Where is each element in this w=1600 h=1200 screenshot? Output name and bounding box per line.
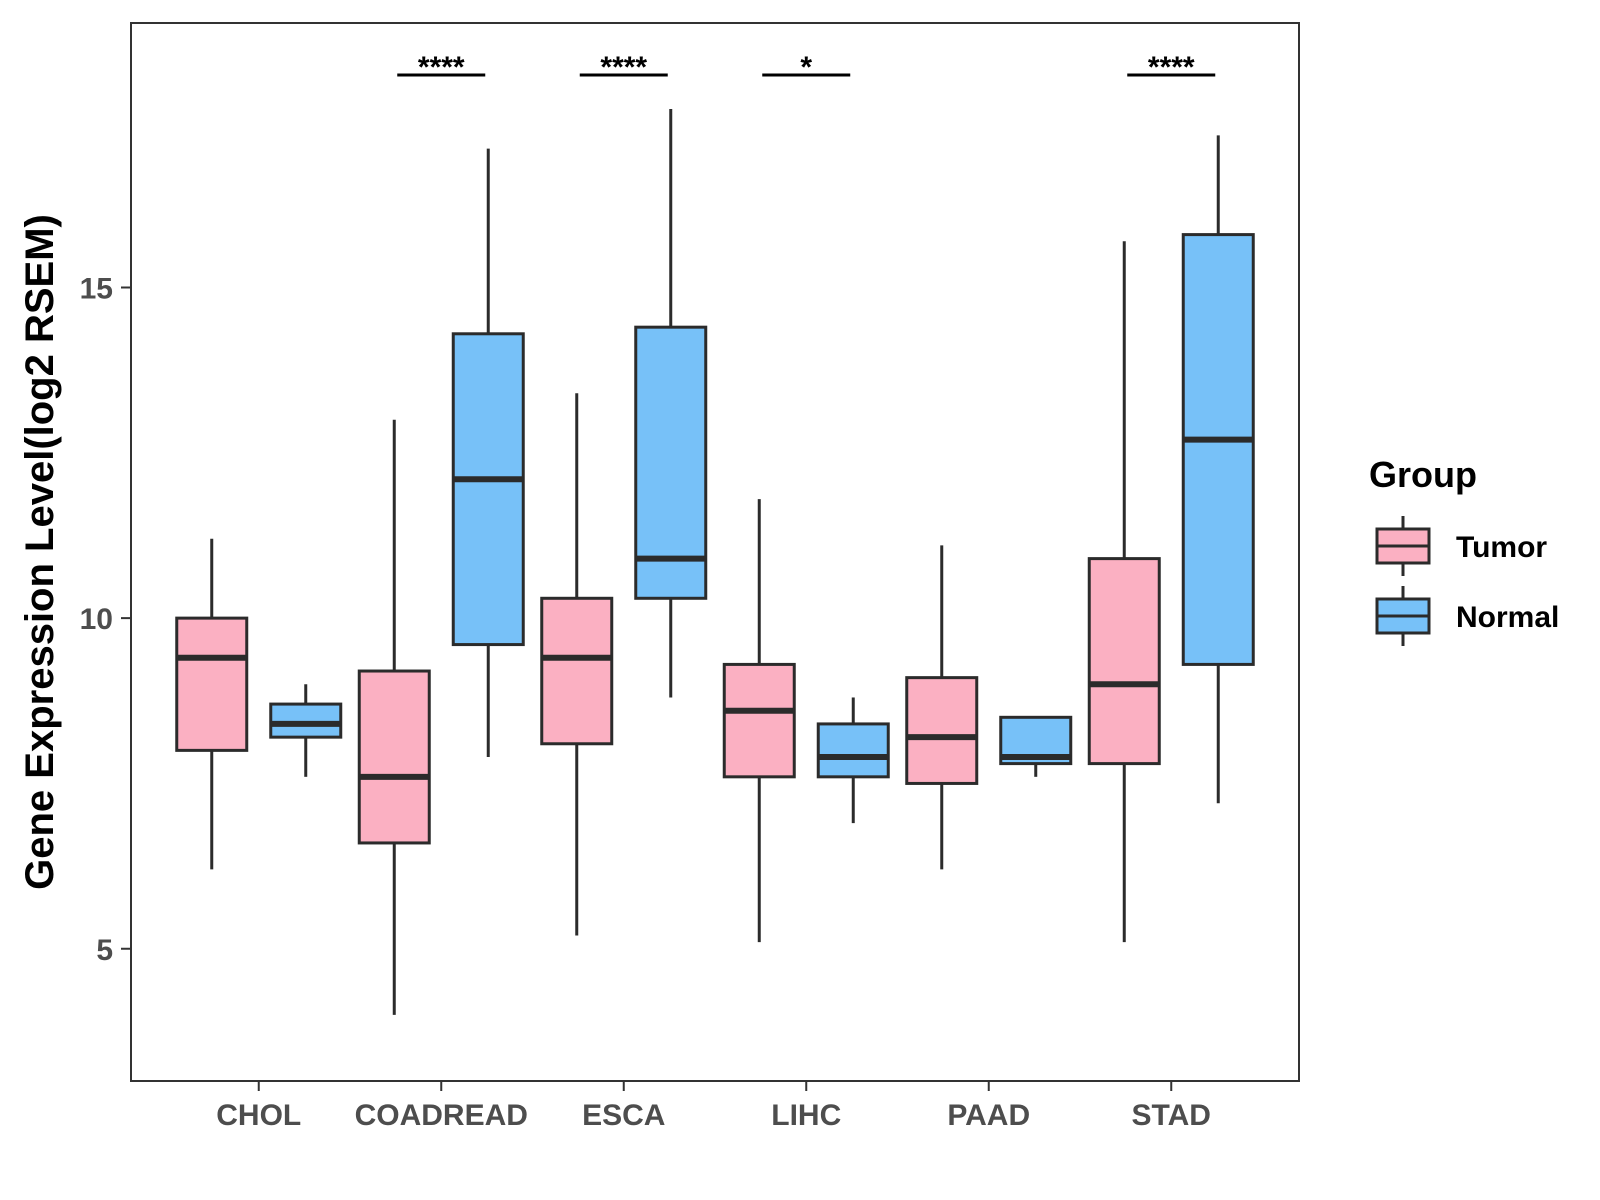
legend-label: Normal xyxy=(1456,601,1559,634)
significance-lihc: * xyxy=(762,51,851,84)
box-tumor-paad xyxy=(905,545,979,870)
x-tick-label: ESCA xyxy=(582,1099,665,1132)
box-normal-paad xyxy=(999,715,1073,777)
significance-label: * xyxy=(800,51,812,84)
box-normal-chol xyxy=(269,684,343,777)
y-axis: 5 10 15 xyxy=(80,273,131,967)
significance-label: **** xyxy=(418,51,465,84)
legend-item-tumor: Tumor xyxy=(1375,516,1547,576)
significance-label: **** xyxy=(1148,51,1195,84)
box-tumor-lihc xyxy=(722,499,796,943)
box-normal-coadread xyxy=(451,148,525,757)
box-body xyxy=(816,722,890,779)
x-tick-label: STAD xyxy=(1132,1099,1211,1132)
legend-title: Group xyxy=(1369,454,1477,495)
legend-item-normal: Normal xyxy=(1375,586,1559,646)
box-body xyxy=(357,669,431,845)
box-body xyxy=(540,596,614,746)
box-normal-stad xyxy=(1181,135,1255,804)
y-tick-label: 10 xyxy=(80,603,113,636)
significance-coadread: **** xyxy=(397,51,486,84)
y-tick-label: 5 xyxy=(96,934,113,967)
y-axis-title: Gene Expression Level(log2 RSEM) xyxy=(18,214,62,890)
x-axis: CHOL COADREAD ESCA LIHC PAAD STAD xyxy=(216,1081,1211,1132)
legend-label: Tumor xyxy=(1456,531,1547,564)
box-normal-lihc xyxy=(816,697,890,824)
legend: Group Tumor Normal xyxy=(1369,454,1559,646)
x-tick-label: LIHC xyxy=(771,1099,841,1132)
box-body xyxy=(451,332,525,647)
significance-label: **** xyxy=(600,51,647,84)
box-body xyxy=(1181,233,1255,666)
plot-panel xyxy=(130,22,1300,1082)
box-tumor-coadread xyxy=(357,419,431,1015)
box-body xyxy=(634,325,708,600)
significance-stad: **** xyxy=(1127,51,1216,84)
box-tumor-stad xyxy=(1087,241,1161,943)
box-body xyxy=(1087,557,1161,766)
box-normal-esca xyxy=(634,108,708,698)
x-tick-label: CHOL xyxy=(216,1099,301,1132)
significance-esca: **** xyxy=(579,51,668,84)
box-body xyxy=(175,616,249,752)
x-tick-label: PAAD xyxy=(947,1099,1030,1132)
box-body xyxy=(905,676,979,785)
box-tumor-chol xyxy=(175,538,249,870)
box-body xyxy=(722,662,796,779)
box-layer xyxy=(175,108,1255,1015)
box-body xyxy=(269,702,343,739)
y-tick-label: 15 xyxy=(80,273,113,306)
significance-layer: **** **** * **** xyxy=(397,51,1216,84)
x-tick-label: COADREAD xyxy=(355,1099,528,1132)
box-tumor-esca xyxy=(540,393,614,936)
